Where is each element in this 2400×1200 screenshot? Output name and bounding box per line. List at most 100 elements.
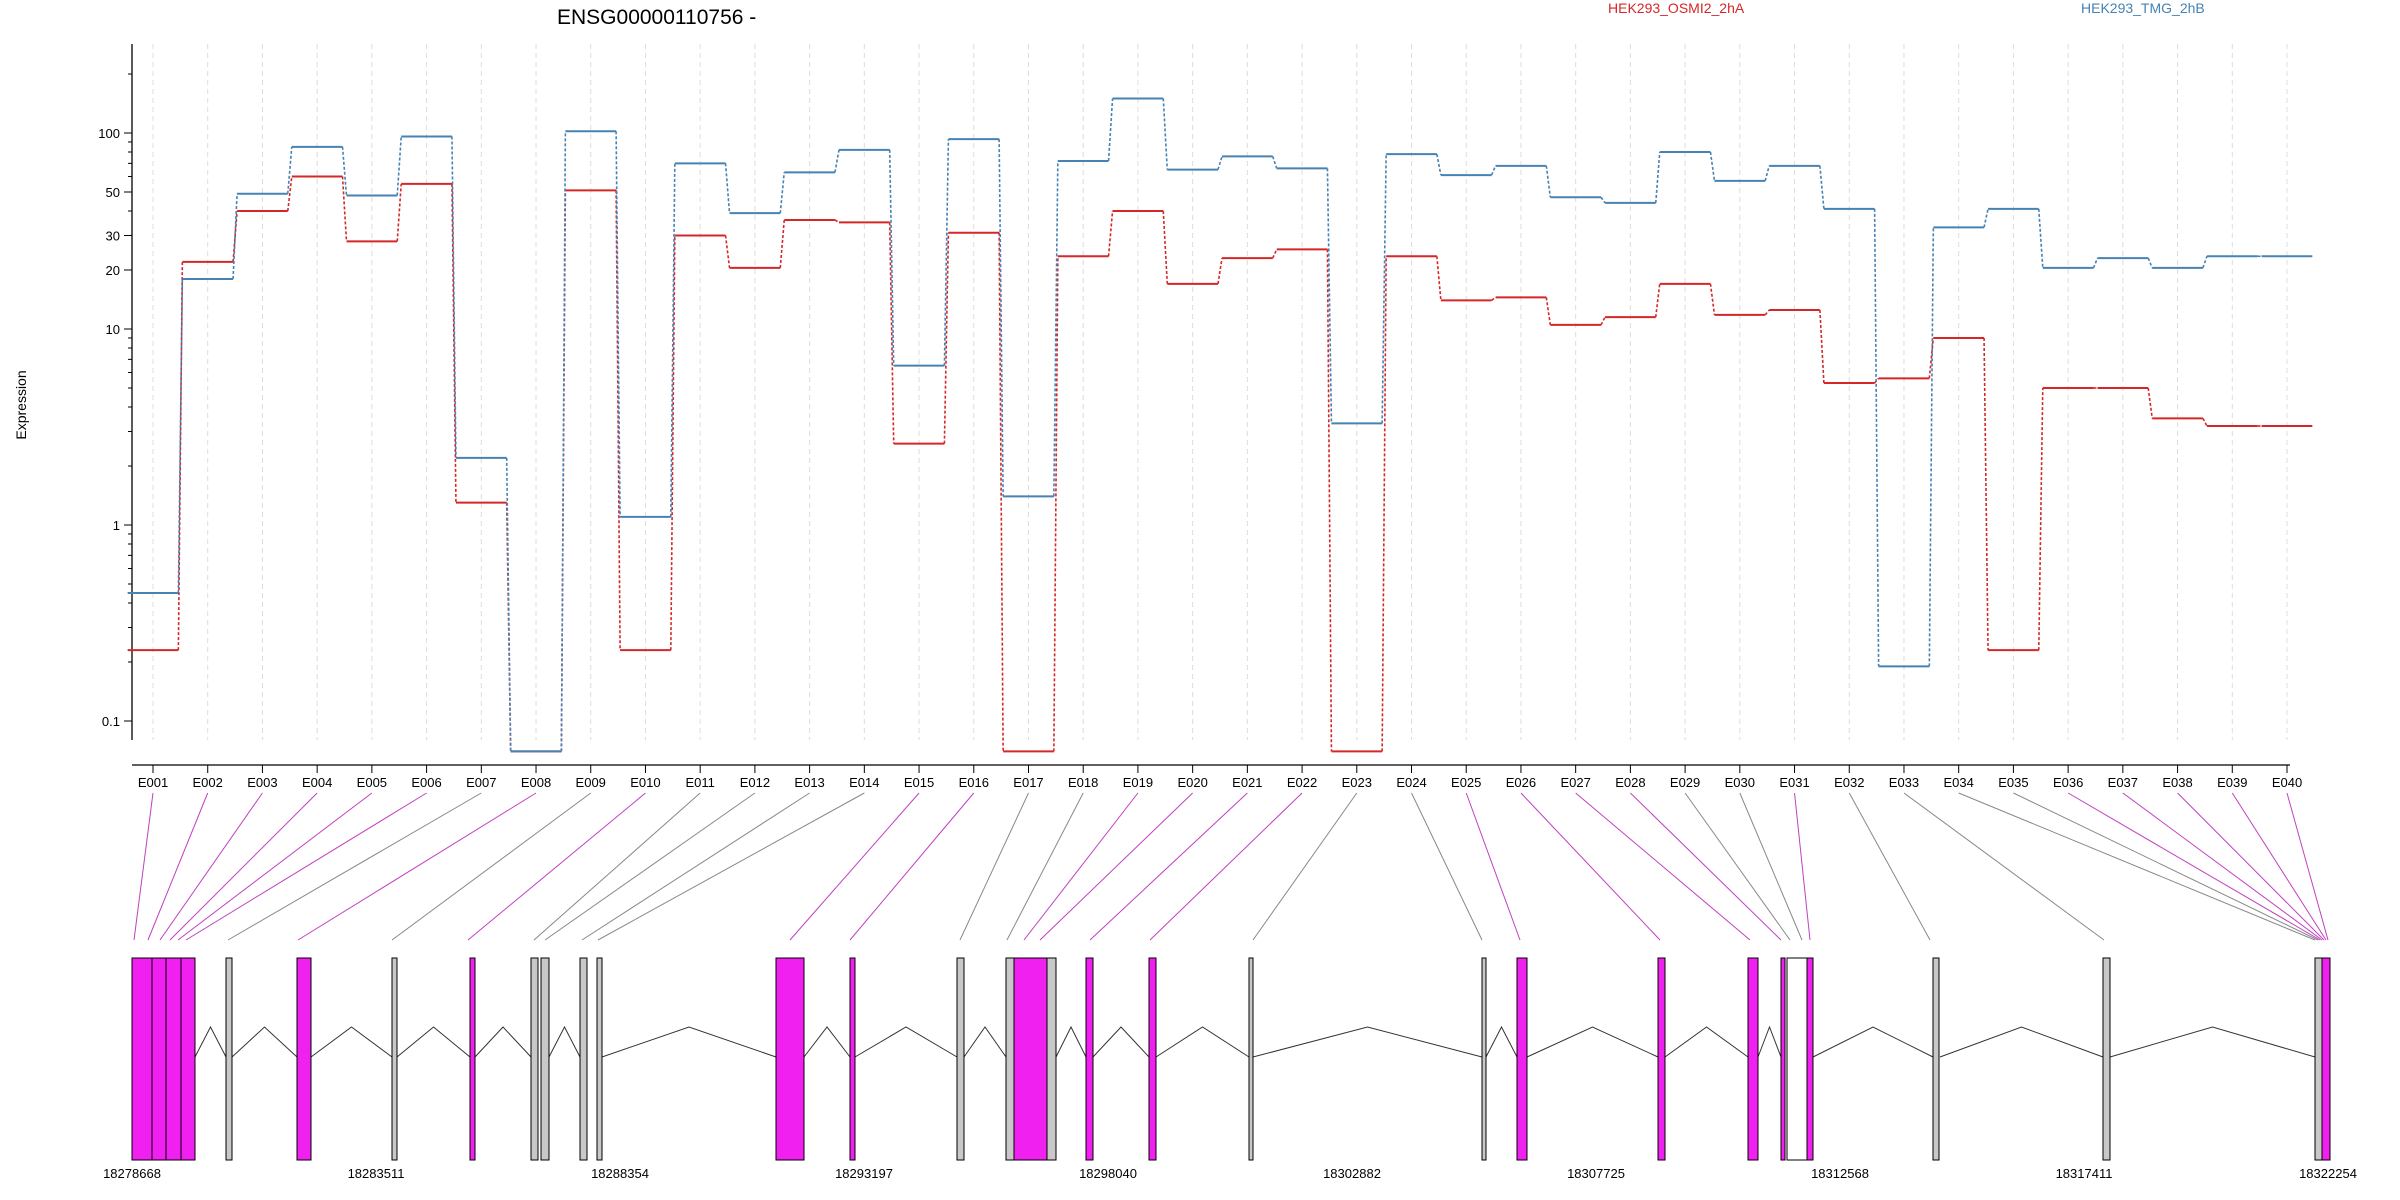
series-connector <box>451 136 457 458</box>
exon-connector <box>1958 792 2316 941</box>
intron-line <box>396 1026 471 1058</box>
exon-box <box>1932 957 1940 1161</box>
intron-line <box>310 1026 393 1058</box>
series-connector <box>1381 256 1387 752</box>
x-tick-label: E005 <box>357 775 387 790</box>
series-connector <box>177 278 184 593</box>
series-connector <box>2147 387 2153 419</box>
series-connector <box>615 131 621 517</box>
series-connector <box>1928 227 1935 667</box>
exon-connector <box>959 792 1029 941</box>
exon-connector <box>169 792 318 941</box>
exon-connector <box>1903 792 2105 941</box>
exon-box <box>1657 957 1666 1161</box>
exon-connector <box>1520 792 1661 941</box>
exon-connector <box>1630 792 1782 941</box>
series-connector <box>1271 156 1278 169</box>
x-tick-label: E036 <box>2053 775 2083 790</box>
intron-line <box>2109 1026 2316 1058</box>
y-axis-label: Expression <box>13 370 29 439</box>
x-tick-label: E016 <box>959 775 989 790</box>
intron-line <box>1757 1025 1782 1058</box>
exon-connector <box>1411 792 1483 941</box>
exon-connector <box>1023 792 1139 941</box>
exon-box <box>131 957 153 1161</box>
exon-box <box>579 957 588 1161</box>
exon-box <box>2314 957 2323 1161</box>
series-connector <box>1600 196 1606 204</box>
x-tick-label: E030 <box>1725 775 1755 790</box>
exon-box <box>1013 957 1051 1161</box>
x-tick-label: E003 <box>247 775 277 790</box>
x-tick-label: E025 <box>1451 775 1481 790</box>
exon-box <box>151 957 167 1161</box>
series-connector <box>670 163 676 517</box>
y-tick-label: 100 <box>98 126 120 141</box>
series-connector <box>834 149 840 173</box>
exon-connector <box>147 792 209 941</box>
intron-line <box>548 1025 581 1058</box>
intron-line <box>1092 1026 1150 1058</box>
exon-connector <box>581 792 810 941</box>
series-connector <box>1491 296 1497 301</box>
coordinate-label: 18278668 <box>103 1166 161 1181</box>
exon-connector <box>297 792 537 941</box>
exon-connector <box>2286 792 2329 941</box>
exon-connector <box>2231 792 2327 941</box>
exon-connector <box>467 792 646 941</box>
coordinate-label: 18293197 <box>835 1166 893 1181</box>
intron-line <box>231 1026 298 1058</box>
intron-line <box>1055 1025 1087 1058</box>
exon-connector <box>177 792 373 941</box>
exon-connector <box>159 792 263 941</box>
series-connector <box>1053 256 1059 752</box>
series-connector <box>1983 337 1989 651</box>
exon-connector <box>2122 792 2323 941</box>
series-connector <box>232 193 238 280</box>
exon-box <box>1005 957 1015 1161</box>
intron-line <box>963 1026 1007 1058</box>
x-tick-label: E027 <box>1560 775 1590 790</box>
exon-connector <box>533 792 701 941</box>
series-connector <box>560 131 567 752</box>
series-connector <box>998 232 1004 752</box>
series-connector <box>724 235 731 268</box>
x-tick-label: E038 <box>2162 775 2192 790</box>
exon-box <box>180 957 196 1161</box>
exon-connector <box>185 792 427 941</box>
series-connector <box>1873 208 1880 667</box>
x-tick-label: E024 <box>1396 775 1426 790</box>
x-tick-label: E019 <box>1123 775 1153 790</box>
series-connector <box>396 136 403 196</box>
series-connector <box>1107 98 1114 162</box>
legend-entry: HEK293_TMG_2hB <box>2081 0 2205 16</box>
exon-box <box>849 957 856 1161</box>
exon-connector <box>1006 792 1084 941</box>
x-tick-label: E039 <box>2217 775 2247 790</box>
series-connector <box>341 146 348 196</box>
exon-box <box>775 957 805 1161</box>
series-connector <box>1162 98 1169 170</box>
series-connector <box>1436 256 1442 301</box>
exon-box <box>391 957 398 1161</box>
chart-title: ENSG00000110756 - <box>557 6 756 29</box>
series-connector <box>834 219 840 224</box>
coordinate-label: 18298040 <box>1079 1166 1137 1181</box>
x-tick-label: E002 <box>193 775 223 790</box>
exon-box <box>296 957 312 1161</box>
exon-connector <box>1465 792 1521 941</box>
x-tick-label: E035 <box>1998 775 2028 790</box>
series-connector <box>1545 165 1552 198</box>
exon-connector <box>1739 792 1803 941</box>
exon-connector <box>227 792 482 941</box>
series-connector <box>943 232 950 444</box>
exon-connector <box>544 792 756 941</box>
series-connector <box>1217 257 1223 284</box>
x-tick-label: E022 <box>1287 775 1317 790</box>
series-connector <box>1928 337 1935 379</box>
exon-box <box>1148 957 1157 1161</box>
exon-connector <box>597 792 865 941</box>
exon-connector <box>1089 792 1248 941</box>
exon-connector <box>2177 792 2325 941</box>
